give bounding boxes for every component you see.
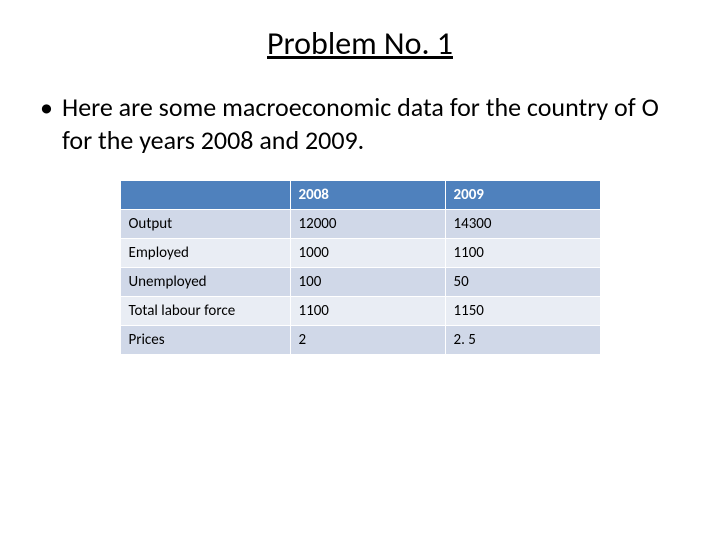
page-title: Problem No. 1 — [0, 0, 720, 81]
table-cell: 1150 — [445, 297, 600, 326]
table-header-cell: 2008 — [290, 181, 445, 210]
table-cell: 14300 — [445, 210, 600, 239]
table-cell: 50 — [445, 268, 600, 297]
table-cell: Employed — [120, 239, 290, 268]
table-cell: Total labour force — [120, 297, 290, 326]
body-text: • Here are some macroeconomic data for t… — [0, 81, 720, 156]
table-cell: 1000 — [290, 239, 445, 268]
bullet-text: Here are some macroeconomic data for the… — [62, 91, 680, 156]
table-row: Output 12000 14300 — [120, 210, 600, 239]
table-cell: Unemployed — [120, 268, 290, 297]
table-container: 2008 2009 Output 12000 14300 Employed 10… — [0, 156, 720, 355]
bullet-dot: • — [40, 91, 62, 156]
table-header-cell — [120, 181, 290, 210]
table-cell: 1100 — [290, 297, 445, 326]
table-cell: 12000 — [290, 210, 445, 239]
table-cell: Prices — [120, 326, 290, 355]
table-row: Employed 1000 1100 — [120, 239, 600, 268]
table-cell: 1100 — [445, 239, 600, 268]
table-cell: 2 — [290, 326, 445, 355]
table-cell: 2. 5 — [445, 326, 600, 355]
table-header-cell: 2009 — [445, 181, 600, 210]
table-row: Prices 2 2. 5 — [120, 326, 600, 355]
table-row: Unemployed 100 50 — [120, 268, 600, 297]
table-cell: 100 — [290, 268, 445, 297]
table-header-row: 2008 2009 — [120, 181, 600, 210]
table-row: Total labour force 1100 1150 — [120, 297, 600, 326]
table-cell: Output — [120, 210, 290, 239]
data-table: 2008 2009 Output 12000 14300 Employed 10… — [120, 180, 601, 355]
